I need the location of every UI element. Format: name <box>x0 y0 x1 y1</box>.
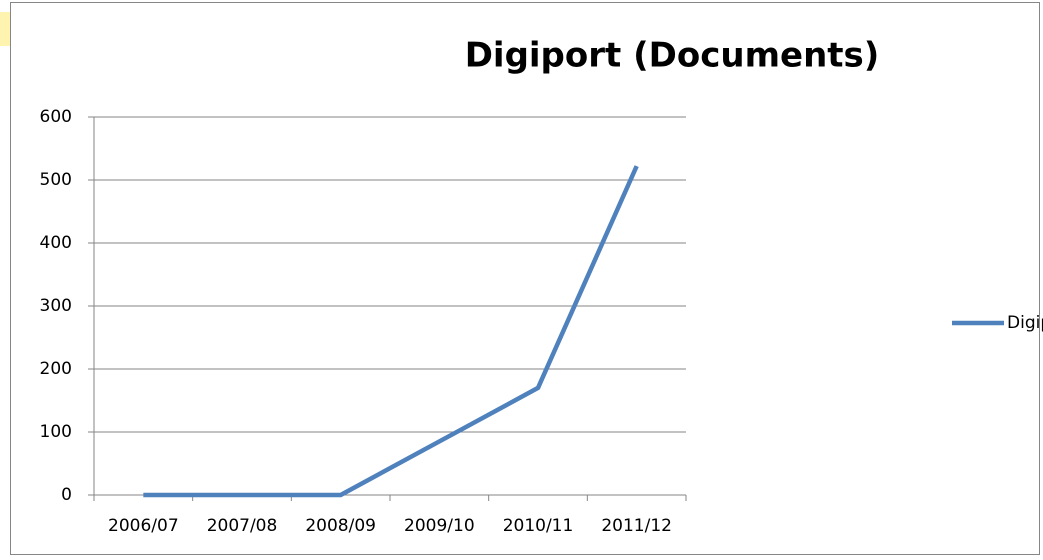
x-tick-label: 2007/08 <box>207 516 278 536</box>
y-tick-label: 600 <box>40 107 72 127</box>
y-tick-label: 500 <box>40 170 72 190</box>
x-tick-label: 2008/09 <box>305 516 376 536</box>
legend-label: Digiport (Documents) <box>1007 313 1043 333</box>
x-tick-label: 2009/10 <box>404 516 475 536</box>
y-tick-label: 200 <box>40 359 72 379</box>
x-tick-label: 2010/11 <box>503 516 574 536</box>
selection-fragment <box>0 12 12 46</box>
y-tick-label: 100 <box>40 422 72 442</box>
y-tick-label: 0 <box>61 485 72 505</box>
chart-title: Digiport (Documents) <box>465 36 880 76</box>
chart-border <box>10 2 1040 555</box>
data-line <box>143 165 639 498</box>
x-tick-label: 2011/12 <box>601 516 672 536</box>
x-tick-label: 2006/07 <box>108 516 179 536</box>
y-tick-label: 400 <box>40 233 72 253</box>
y-tick-label: 300 <box>40 296 72 316</box>
